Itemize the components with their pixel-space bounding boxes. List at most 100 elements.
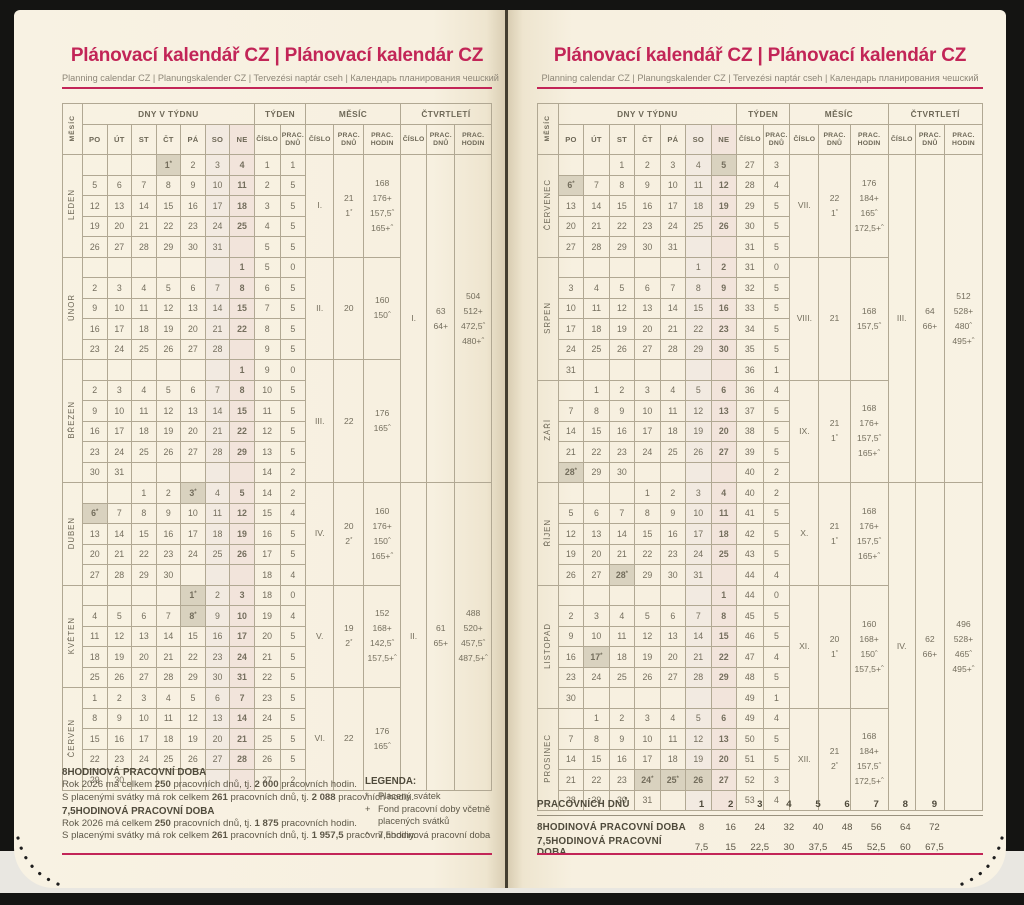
col-header-prac-hodin: PRAC. HODIN bbox=[454, 124, 492, 155]
legend-item: * Placený svátek bbox=[365, 790, 499, 802]
week-row: DUBEN 1 2 3* 4 5 14 2 IV. 20 2* 160 176+ 150^ 165+^ II.… bbox=[62, 482, 492, 791]
week-number: 21 bbox=[253, 646, 281, 668]
week-workdays: 5 bbox=[762, 215, 791, 237]
col-header-prac-hodin: PRAC. HODIN bbox=[363, 124, 401, 155]
day-cell bbox=[131, 359, 157, 381]
day-cell: 13 bbox=[583, 523, 610, 545]
day-cell: 16 bbox=[608, 748, 636, 770]
week-row: 14 15 16 17 18 19 20 51 5 bbox=[538, 748, 983, 770]
note-title: 7,5HODINOVÁ PRACOVNÍ DOBA bbox=[62, 805, 215, 817]
day-cell: 7 bbox=[106, 502, 133, 524]
month-hours: 168 157,5^ bbox=[849, 256, 889, 381]
day-cell: 12 bbox=[180, 707, 206, 729]
day-cell: 15 bbox=[685, 297, 712, 319]
quarter-hours: 488 520+ 457,5^ 487,5+^ bbox=[454, 482, 492, 791]
month-name: LISTOPAD bbox=[537, 584, 559, 709]
day-cell: 18 bbox=[608, 646, 636, 668]
week-number: 20 bbox=[253, 625, 281, 647]
day-cell: 27 bbox=[180, 441, 206, 463]
day-cell: 30 bbox=[106, 769, 133, 791]
week-number: 35 bbox=[735, 338, 764, 360]
day-cell: 29 bbox=[229, 441, 255, 463]
day-cell: 3 bbox=[106, 277, 133, 299]
day-cell: 8 bbox=[131, 502, 157, 524]
week-number: 30 bbox=[735, 215, 764, 237]
week-number: 14 bbox=[253, 482, 281, 504]
week-workdays: 4 bbox=[762, 379, 791, 401]
week-workdays: 2 bbox=[279, 482, 307, 504]
left-page-content: Plánovací kalendář CZ | Plánovací kalend… bbox=[62, 10, 499, 888]
day-cell: 4 bbox=[155, 687, 182, 709]
day-cell: 29 bbox=[155, 236, 182, 258]
week-number: 16 bbox=[253, 523, 281, 545]
day-cell: 27 bbox=[659, 666, 687, 688]
month-name: ČERVEN bbox=[62, 687, 83, 791]
week-workdays: 5 bbox=[762, 728, 791, 750]
day-cell: 20 bbox=[557, 215, 585, 237]
day-cell: 15 bbox=[634, 523, 661, 545]
col-header-cislo: ČÍSLO bbox=[887, 124, 916, 155]
day-cell: 13 bbox=[204, 707, 231, 729]
day-cell: 7 bbox=[204, 379, 231, 401]
week-row: 25 26 27 28 29 30 31 22 5 bbox=[63, 666, 492, 688]
month-hours: 168 176+ 157,5^ 165+^ bbox=[849, 379, 889, 483]
month-number: IX. bbox=[789, 379, 820, 483]
day-cell: 31 bbox=[685, 564, 712, 586]
day-cell: 28 bbox=[131, 236, 157, 258]
day-cell: 16 bbox=[659, 523, 687, 545]
day-cell: 12 bbox=[685, 400, 712, 422]
day-cell: 14 bbox=[608, 523, 636, 545]
day-cell: 30 bbox=[155, 564, 182, 586]
day-cell: 14 bbox=[131, 195, 157, 217]
day-cell bbox=[685, 359, 712, 381]
week-workdays: 5 bbox=[279, 318, 307, 340]
month-workdays: 20 1* bbox=[818, 584, 851, 709]
day-cell: 31 bbox=[229, 666, 255, 688]
month-number: VI. bbox=[305, 687, 335, 791]
day-cell: 8 bbox=[583, 400, 610, 422]
day-cell: 26 bbox=[685, 441, 712, 463]
quarter-hours: 512 528+ 480^ 495+^ bbox=[943, 154, 984, 483]
day-cell: 4 bbox=[659, 379, 687, 401]
workdays-table-title: PRACOVNÍCH DNŮ bbox=[537, 799, 630, 810]
day-cell: 30 bbox=[608, 461, 636, 483]
day-cell: 3 bbox=[634, 707, 661, 729]
day-cell: 17 bbox=[131, 728, 157, 750]
week-workdays: 4 bbox=[762, 564, 791, 586]
day-cell: 17* bbox=[583, 646, 610, 668]
day-cell: 20 bbox=[131, 646, 157, 668]
day-cell: 26 bbox=[685, 769, 712, 791]
week-row: 6* 7 8 9 10 11 12 28 4 bbox=[538, 174, 983, 196]
day-cell: 11 bbox=[659, 400, 687, 422]
day-cell: 8 bbox=[710, 605, 737, 627]
week-number: 38 bbox=[735, 420, 764, 442]
day-cell: 11 bbox=[229, 174, 255, 196]
quarter-number: IV. bbox=[887, 482, 916, 811]
day-cell: 23 bbox=[710, 318, 737, 340]
week-workdays: 5 bbox=[279, 543, 307, 565]
day-cell: 14 bbox=[204, 400, 231, 422]
page-title: Plánovací kalendář CZ | Plánovací kalend… bbox=[70, 45, 484, 66]
day-cell: 25 bbox=[710, 543, 737, 565]
day-cell bbox=[710, 236, 737, 258]
day-cell: 30 bbox=[608, 789, 636, 811]
day-cell: 5 bbox=[155, 379, 182, 401]
day-cell: 13 bbox=[180, 400, 206, 422]
week-number: 13 bbox=[253, 441, 281, 463]
week-row: 16 17 18 19 20 21 22 12 5 bbox=[63, 420, 492, 442]
day-cell bbox=[229, 564, 255, 586]
day-cell: 15 bbox=[229, 297, 255, 319]
week-workdays: 4 bbox=[762, 789, 791, 811]
bottom-rule-left bbox=[62, 853, 492, 855]
day-cell: 14 bbox=[204, 297, 231, 319]
month-column-header: MĚSÍC bbox=[537, 103, 559, 155]
day-cell bbox=[180, 256, 206, 278]
day-cell: 5 bbox=[634, 605, 661, 627]
week-workdays: 2 bbox=[279, 769, 307, 791]
week-row: ČERVEN 1 2 3 4 5 6 7 23 5 VI. 22 176 165^ bbox=[62, 687, 492, 791]
week-workdays: 5 bbox=[762, 236, 791, 258]
day-cell: 25 bbox=[131, 338, 157, 360]
day-cell: 18 bbox=[659, 748, 687, 770]
day-cell: 17 bbox=[634, 748, 661, 770]
day-cell: 17 bbox=[229, 625, 255, 647]
